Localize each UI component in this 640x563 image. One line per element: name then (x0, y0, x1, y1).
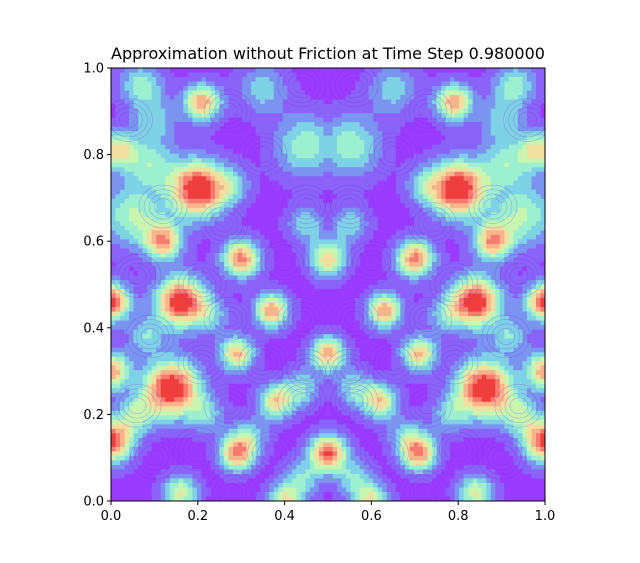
x-tick-label: 0.2 (187, 509, 208, 524)
contour-lines (111, 68, 545, 501)
y-tick-label: 0.2 (83, 408, 104, 423)
contour-field (111, 68, 545, 501)
y-tick-label: 1.0 (83, 62, 104, 77)
x-tick-label: 0.8 (448, 509, 469, 524)
y-tick-label: 0.8 (83, 148, 104, 163)
y-tick-label: 0.0 (83, 495, 104, 510)
y-tick-label: 0.6 (83, 235, 104, 250)
y-axis: 0.0 0.2 0.4 0.6 0.8 1.0 (83, 62, 111, 510)
x-tick-label: 0.0 (101, 509, 122, 524)
plot-frame (110, 67, 546, 502)
chart-title: Approximation without Friction at Time S… (111, 44, 545, 63)
y-tick-label: 0.4 (83, 321, 104, 336)
x-axis: 0.0 0.2 0.4 0.6 0.8 1.0 (101, 501, 556, 524)
x-tick-label: 0.6 (361, 509, 382, 524)
x-tick-label: 0.4 (274, 509, 295, 524)
x-tick-label: 1.0 (535, 509, 556, 524)
